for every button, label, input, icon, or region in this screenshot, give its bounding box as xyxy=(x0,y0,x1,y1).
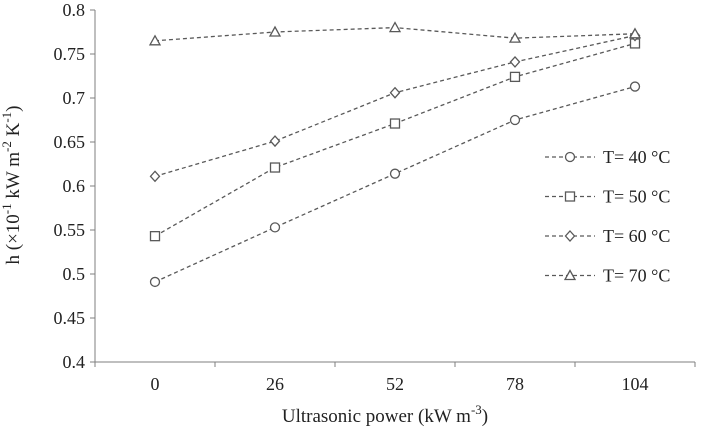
data-point xyxy=(268,25,282,37)
legend-label: T= 50 °C xyxy=(603,187,670,207)
x-axis: 0 26 52 78 104 xyxy=(94,361,696,394)
legend-marker xyxy=(564,151,576,163)
data-point xyxy=(149,231,161,242)
legend: T= 40 °C T= 50 °C T= 60 °C T= 70 °C xyxy=(545,147,670,286)
legend-marker xyxy=(564,230,576,242)
y-tick-label: 0.6 xyxy=(63,176,86,196)
y-tick-label: 0.75 xyxy=(54,44,86,64)
x-tick-label: 104 xyxy=(622,374,649,394)
legend-label: T= 40 °C xyxy=(603,147,670,167)
legend-entry: T= 40 °C xyxy=(545,147,670,167)
data-point xyxy=(508,31,522,43)
data-point xyxy=(149,276,161,288)
x-tick-label: 52 xyxy=(386,374,404,394)
legend-entry: T= 60 °C xyxy=(545,226,670,246)
y-tick-label: 0.55 xyxy=(54,220,86,240)
data-point xyxy=(148,34,162,46)
data-point xyxy=(389,168,401,179)
y-tick-label: 0.65 xyxy=(54,132,86,152)
data-point xyxy=(628,27,642,39)
legend-marker xyxy=(563,269,577,281)
series-layer xyxy=(148,21,642,288)
data-point xyxy=(509,114,521,126)
x-tick-label: 26 xyxy=(266,374,284,394)
series-line xyxy=(154,34,636,177)
data-point xyxy=(388,21,402,33)
data-point xyxy=(149,170,161,183)
series-circle xyxy=(149,81,641,288)
legend-entry: T= 50 °C xyxy=(545,187,670,207)
series-square xyxy=(149,38,641,242)
data-point xyxy=(269,222,281,233)
y-tick-label: 0.45 xyxy=(54,308,86,328)
x-tick-label: 78 xyxy=(506,374,524,394)
data-point xyxy=(629,81,641,92)
legend-entry: T= 70 °C xyxy=(545,266,670,286)
x-axis-title: Ultrasonic power (kW m-3) xyxy=(282,402,488,427)
y-tick-label: 0.7 xyxy=(63,88,86,108)
legend-marker xyxy=(564,191,576,202)
data-point xyxy=(269,135,281,148)
y-tick-label: 0.8 xyxy=(63,0,86,20)
x-tick-label: 0 xyxy=(151,374,160,394)
legend-label: T= 60 °C xyxy=(603,226,670,246)
series-line xyxy=(154,42,636,237)
data-point xyxy=(389,86,401,99)
legend-label: T= 70 °C xyxy=(603,266,670,286)
y-tick-label: 0.5 xyxy=(63,264,86,284)
data-point xyxy=(509,71,521,83)
data-point xyxy=(509,55,521,68)
y-tick-label: 0.4 xyxy=(63,352,86,372)
data-point xyxy=(269,162,281,173)
y-axis: 0.4 0.45 0.5 0.55 0.6 0.65 0.7 0.75 0.8 xyxy=(54,0,96,372)
data-point xyxy=(389,118,401,129)
series-line xyxy=(154,85,636,283)
series-triangle xyxy=(148,21,642,46)
y-axis-title: h (×10-1 kW m-2 K-1) xyxy=(0,105,24,264)
